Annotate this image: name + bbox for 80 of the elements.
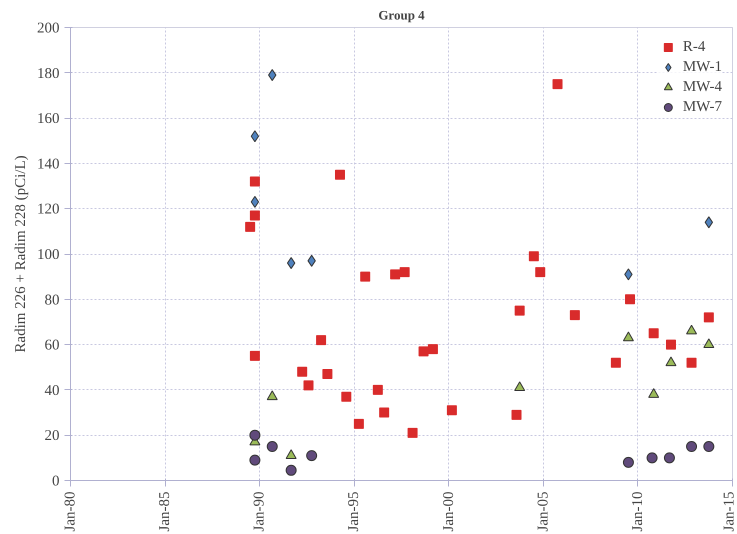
point [703,338,714,348]
y-tick-label: 180 [37,66,60,82]
point [266,390,278,400]
point [400,267,410,278]
x-tick-label: Jan-05 [535,491,552,532]
point [250,210,260,220]
y-tick-label: 200 [37,20,60,36]
x-tick-label: Jan-15 [722,491,737,532]
point [535,267,546,278]
point [354,418,364,429]
point [250,196,260,208]
point [686,358,697,368]
y-tick-label: 80 [44,292,60,308]
point [622,456,634,468]
point [646,452,658,464]
point [686,441,698,452]
point [666,340,676,350]
x-tick-label: Jan-10 [630,491,646,532]
point [648,328,659,338]
point [704,312,714,322]
point [446,405,457,416]
y-axis-title: Radim 226 + Radim 228 (pCi/L) [13,155,29,353]
point [408,428,418,438]
point [648,388,660,398]
point [306,450,318,462]
y-tick-label: 160 [37,111,60,128]
point [250,350,260,361]
chart-title: Group 4 [378,8,426,22]
point [286,257,296,270]
point [379,408,390,418]
point [514,306,525,316]
point [390,269,400,280]
y-tick-label: 0 [52,474,60,490]
x-tick-label: Jan-80 [62,491,78,532]
point [341,392,352,402]
legend-label: MW-4 [682,78,722,96]
y-tick-label: 140 [37,156,60,172]
legend-label: MW-7 [682,98,722,116]
legend-label: MW-1 [682,58,722,76]
point [686,324,698,334]
point [372,384,383,395]
point [360,272,370,282]
x-tick-label: Jan-85 [157,491,174,532]
point [528,251,539,262]
point [250,130,260,142]
point [334,170,345,180]
point [250,176,260,187]
point [286,449,297,459]
point [245,222,256,232]
point [249,430,260,441]
point [322,369,332,380]
point [625,294,636,304]
point [297,366,308,377]
y-tick-label: 20 [44,428,60,444]
point [514,381,526,392]
point [249,454,260,466]
point [266,441,278,452]
point [703,441,714,452]
point [624,268,633,280]
point [512,410,522,420]
point [418,346,429,356]
point [665,356,676,366]
point [303,380,314,390]
x-tick-label: Jan-90 [252,491,268,532]
y-tick-label: 120 [37,202,60,218]
point [552,79,563,90]
point [316,335,326,346]
y-tick-label: 40 [44,382,60,399]
point [428,344,438,354]
legend-label: R-4 [682,38,706,56]
point [664,452,675,464]
point [610,358,621,368]
point [286,464,297,476]
point [570,310,580,320]
x-tick-label: Jan-00 [440,491,457,532]
y-tick-label: 100 [37,247,60,263]
x-tick-label: Jan-95 [346,491,362,532]
y-tick-label: 60 [44,338,60,354]
point [307,254,316,267]
point [622,332,634,342]
